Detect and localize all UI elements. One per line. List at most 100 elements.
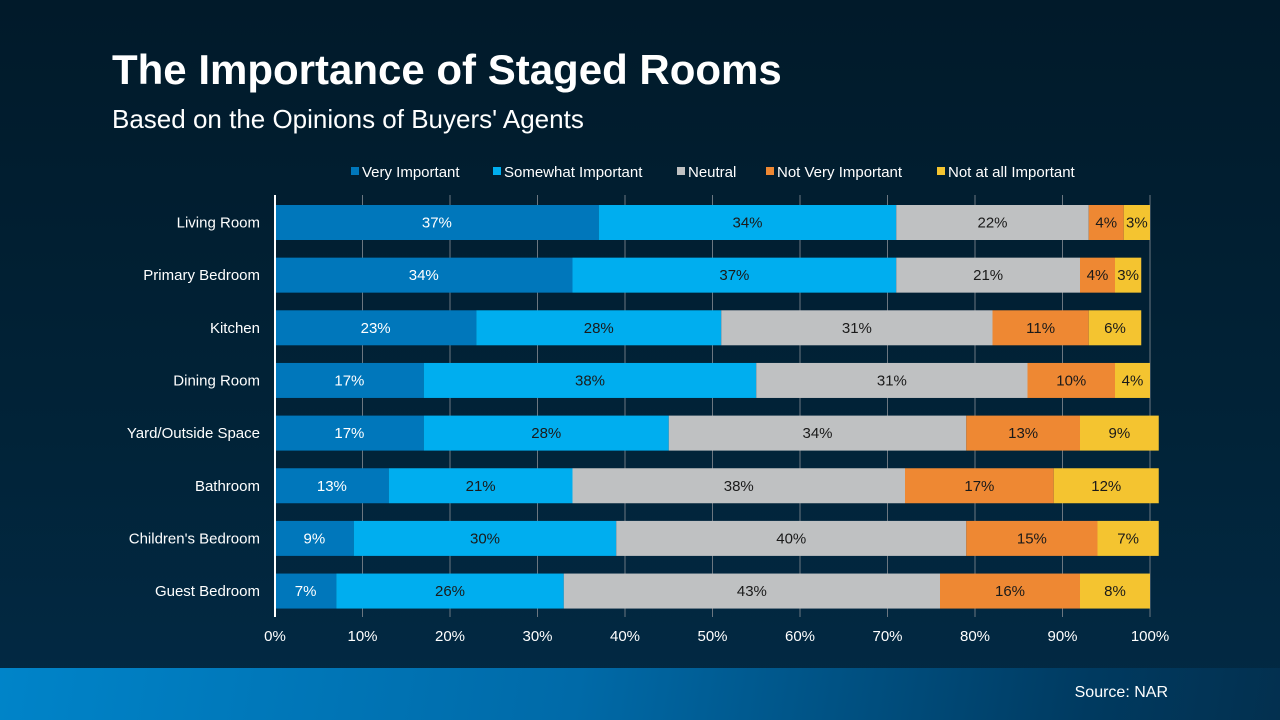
data-label: 10%: [1056, 372, 1086, 389]
data-label: 12%: [1091, 478, 1121, 495]
bar-segment: [1027, 362, 1115, 398]
bar-segment: [275, 310, 477, 346]
bar-segment: [1053, 468, 1159, 504]
x-tick-label: 30%: [522, 628, 552, 645]
x-tick-label: 20%: [435, 628, 465, 645]
chart-title: The Importance of Staged Rooms: [112, 46, 782, 93]
data-label: 17%: [334, 372, 364, 389]
bar-segment: [336, 573, 564, 609]
source-text: Source: NAR: [1074, 684, 1168, 701]
data-label: 16%: [995, 583, 1025, 600]
category-label: Primary Bedroom: [143, 267, 260, 284]
bar-segment: [905, 468, 1054, 504]
data-label: 34%: [802, 425, 832, 442]
data-label: 28%: [584, 320, 614, 337]
data-label: 11%: [1026, 320, 1055, 337]
data-label: 3%: [1117, 267, 1139, 284]
category-label: Yard/Outside Space: [127, 425, 260, 442]
data-label: 9%: [1109, 425, 1131, 442]
bar-segment: [275, 468, 389, 504]
bar-segment: [563, 573, 940, 609]
bar-segment: [616, 520, 967, 556]
bar-segment: [966, 520, 1098, 556]
data-label: 26%: [435, 583, 465, 600]
data-label: 28%: [531, 425, 561, 442]
category-label: Bathroom: [195, 478, 260, 495]
category-label: Guest Bedroom: [155, 583, 260, 600]
bar-segment: [1115, 257, 1142, 293]
category-label: Dining Room: [173, 372, 260, 389]
bar-segment: [1088, 205, 1124, 240]
bar-segment: [598, 205, 897, 240]
data-label: 22%: [977, 215, 1007, 232]
legend-swatch: [677, 167, 685, 175]
data-label: 21%: [973, 267, 1003, 284]
data-label: 7%: [295, 583, 317, 600]
data-label: 4%: [1087, 267, 1109, 284]
data-label: 13%: [317, 478, 347, 495]
bar-segment: [1123, 205, 1150, 240]
bar-segment: [1080, 573, 1150, 609]
data-label: 8%: [1104, 583, 1126, 600]
legend-swatch: [351, 167, 359, 175]
footer-band: Source: NAR: [0, 668, 1280, 720]
bar-segment: [1115, 362, 1150, 398]
data-label: 6%: [1104, 320, 1126, 337]
legend-label: Not Very Important: [777, 164, 903, 181]
data-label: 9%: [304, 530, 326, 547]
data-label: 40%: [776, 530, 806, 547]
bar-segment: [423, 415, 669, 451]
data-label: 34%: [732, 215, 762, 232]
x-tick-label: 70%: [872, 628, 902, 645]
bar-segment: [275, 257, 573, 293]
bar-segment: [275, 415, 424, 451]
data-label: 31%: [877, 372, 907, 389]
data-label: 30%: [470, 530, 500, 547]
bar-segment: [721, 310, 993, 346]
bar-segment: [275, 205, 599, 240]
data-label: 17%: [964, 478, 994, 495]
stacked-bar-chart: 0% 10% 20% 30% 40% 50% 60% 70% 80% 90% 100% Living …: [127, 164, 1169, 645]
data-label: 7%: [1117, 530, 1139, 547]
legend-swatch: [493, 167, 501, 175]
x-tick-label: 60%: [785, 628, 815, 645]
data-label: 21%: [466, 478, 496, 495]
bar-segment: [1080, 257, 1115, 293]
bar-segment: [388, 468, 573, 504]
bar-segment: [1088, 310, 1142, 346]
bar-segment: [572, 257, 897, 293]
bar-segment: [476, 310, 722, 346]
x-tick-label: 80%: [960, 628, 990, 645]
x-tick-label: 40%: [610, 628, 640, 645]
bar-segment: [353, 520, 617, 556]
bar-segment: [940, 573, 1080, 609]
chart-subtitle: Based on the Opinions of Buyers' Agents: [112, 104, 584, 134]
x-tick-label: 0%: [264, 628, 286, 645]
legend-swatch: [937, 167, 945, 175]
legend-label: Somewhat Important: [504, 164, 643, 181]
category-label: Children's Bedroom: [129, 530, 260, 547]
bar-segment: [275, 362, 424, 398]
legend-swatch: [766, 167, 774, 175]
legend-label: Neutral: [688, 164, 736, 181]
bar-segment: [275, 520, 354, 556]
legend-label: Not at all Important: [948, 164, 1076, 181]
data-label: 15%: [1017, 530, 1047, 547]
bar-segment: [756, 362, 1028, 398]
data-label: 23%: [361, 320, 391, 337]
bar-segment: [423, 362, 757, 398]
bar-segment: [896, 257, 1080, 293]
data-label: 13%: [1008, 425, 1038, 442]
bar-segment: [572, 468, 905, 504]
bar-segment: [992, 310, 1089, 346]
x-tick-label: 90%: [1047, 628, 1077, 645]
x-tick-label: 10%: [347, 628, 377, 645]
x-tick-label: 100%: [1131, 628, 1169, 645]
data-label: 38%: [724, 478, 754, 495]
bar-segment: [275, 573, 337, 609]
data-label: 38%: [575, 372, 605, 389]
data-label: 43%: [737, 583, 767, 600]
bar-segment: [1080, 415, 1159, 451]
data-label: 3%: [1126, 215, 1148, 232]
data-label: 37%: [719, 267, 749, 284]
